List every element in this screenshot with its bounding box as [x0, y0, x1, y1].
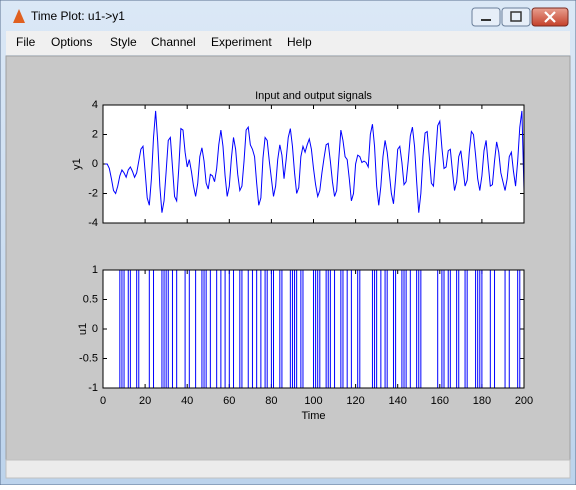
x-axis-label: Time [301, 410, 325, 422]
menu-item[interactable]: Experiment [211, 35, 272, 49]
signal-line [105, 110, 525, 213]
y-tick-label: 2 [92, 128, 98, 140]
x-tick-label: 20 [139, 395, 151, 407]
x-tick-label: 40 [181, 395, 193, 407]
x-tick-label: 180 [473, 395, 491, 407]
app-icon [13, 9, 25, 23]
x-tick-label: 60 [223, 395, 235, 407]
x-tick-label: 120 [346, 395, 364, 407]
menu-bar [6, 31, 570, 55]
y-tick-label: -0.5 [79, 352, 98, 364]
x-tick-label: 140 [389, 395, 407, 407]
axes-title: Input and output signals [255, 90, 372, 102]
minimize-icon [481, 19, 491, 21]
maximize-button[interactable] [501, 7, 531, 27]
menu-item[interactable]: Help [287, 35, 312, 49]
menu-item[interactable]: File [16, 35, 36, 49]
y-tick-label: 0 [92, 323, 98, 335]
y-tick-label: 0.5 [83, 293, 98, 305]
y-tick-label: 0 [92, 158, 98, 170]
menu-item[interactable]: Style [110, 35, 137, 49]
x-tick-label: 100 [304, 395, 322, 407]
menu-item[interactable]: Channel [151, 35, 196, 49]
y-tick-label: 4 [92, 99, 98, 111]
window-title: Time Plot: u1->y1 [31, 9, 125, 23]
y-tick-label: -4 [88, 217, 98, 229]
menu-item[interactable]: Options [51, 35, 92, 49]
x-tick-label: 160 [431, 395, 449, 407]
y-axis-label: u1 [77, 323, 89, 335]
window-buttons [471, 7, 569, 27]
close-icon [544, 11, 556, 23]
y-tick-label: 1 [92, 264, 98, 276]
y-tick-label: -2 [88, 187, 98, 199]
axes-box [102, 104, 525, 224]
x-tick-label: 80 [265, 395, 277, 407]
minimize-button[interactable] [471, 7, 501, 27]
x-tick-label: 200 [515, 395, 533, 407]
status-bar [5, 459, 571, 479]
y-tick-label: -1 [88, 382, 98, 394]
axes-box [102, 269, 525, 389]
maximize-icon [510, 11, 522, 22]
x-tick-label: 0 [100, 395, 106, 407]
y-axis-label: y1 [71, 158, 83, 170]
